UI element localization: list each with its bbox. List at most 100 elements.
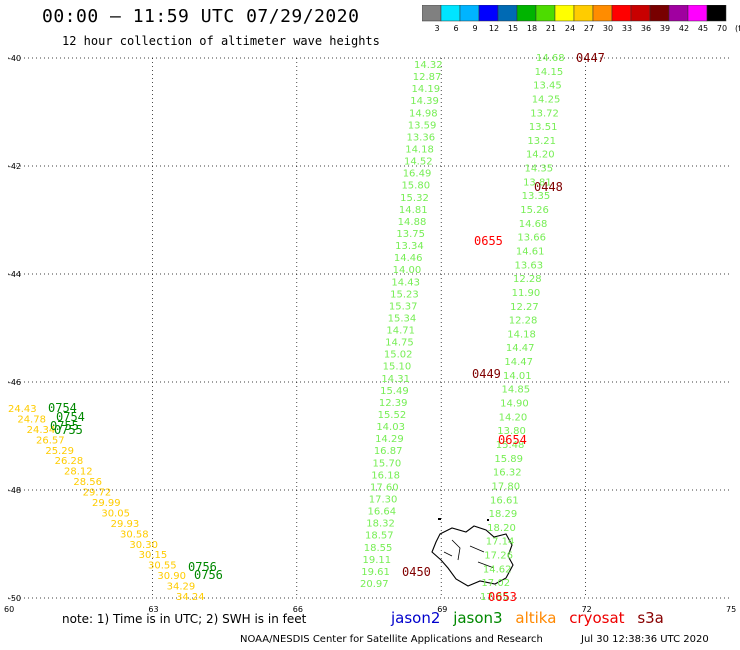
- wave-height-label: 15.10: [383, 362, 412, 373]
- wave-height-label: 14.18: [507, 329, 536, 340]
- wave-height-label: 14.35: [525, 164, 554, 175]
- legend-label: 9: [472, 24, 477, 33]
- legend-label: 42: [679, 24, 689, 33]
- wave-height-label: 14.47: [506, 343, 535, 354]
- wave-height-label: 17.30: [369, 495, 398, 506]
- wave-height-label: 14.15: [535, 67, 564, 78]
- wave-height-label: 13.35: [522, 191, 551, 202]
- wave-height-label: 16.18: [371, 470, 400, 481]
- wave-height-label: 13.59: [408, 120, 437, 131]
- lon-tick-label: 72: [582, 605, 592, 614]
- wave-height-label: 13.72: [530, 108, 559, 119]
- legend-label: 12: [489, 24, 499, 33]
- pass-time-label: 0755: [50, 419, 79, 433]
- page-title: 00:00 – 11:59 UTC 07/29/2020: [42, 6, 360, 27]
- wave-height-label: 13.81: [523, 177, 552, 188]
- satellite-legend: jason2 jason3 altika cryosat s3a: [391, 609, 672, 627]
- wave-height-label: 20.97: [360, 579, 389, 590]
- pass-time-label: 0655: [474, 234, 503, 248]
- wave-height-label: 14.62: [483, 564, 512, 575]
- wave-height-label: 13.51: [529, 122, 558, 133]
- satellite-altika: altika: [515, 609, 557, 627]
- footer-timestamp: Jul 30 12:38:36 UTC 2020: [581, 634, 709, 645]
- legend-label: 6: [453, 24, 458, 33]
- page-subtitle: 12 hour collection of altimeter wave hei…: [62, 34, 380, 48]
- legend-label: 36: [641, 24, 651, 33]
- wave-height-label: 13.45: [533, 81, 562, 92]
- wave-height-label: 12.28: [509, 316, 538, 327]
- wave-height-label: 15.52: [378, 410, 407, 421]
- wave-height-label: 14.46: [394, 253, 423, 264]
- lon-tick-label: 66: [293, 605, 303, 614]
- wave-height-label: 14.88: [398, 217, 427, 228]
- lat-tick-label: -40: [8, 54, 21, 63]
- wave-height-label: 14.98: [409, 108, 438, 119]
- wave-height-label: 14.18: [405, 144, 434, 155]
- pass-time-label: 0653: [488, 590, 517, 604]
- pass-time-label: 0756: [188, 560, 217, 574]
- island-outline: [443, 539, 495, 569]
- wave-height-label: 15.89: [494, 454, 523, 465]
- pass-time-label: 0449: [472, 367, 501, 381]
- pass-time-label: 0654: [498, 433, 527, 447]
- wave-height-label: 24.78: [17, 414, 46, 425]
- wave-height-label: 14.20: [526, 150, 555, 161]
- island-outline: [431, 525, 514, 587]
- legend-label: 3: [434, 24, 439, 33]
- wave-height-label: 14.68: [519, 219, 548, 230]
- wave-height-label: 15.80: [401, 181, 430, 192]
- wave-height-label: 14.01: [503, 371, 532, 382]
- wave-height-label: 30.58: [120, 529, 149, 540]
- wave-height-label: 24.43: [8, 404, 37, 415]
- wave-height-label: 14.71: [386, 326, 415, 337]
- wave-height-label: 14.81: [399, 205, 428, 216]
- wave-height-label: 13.36: [406, 132, 435, 143]
- wave-height-label: 19.61: [361, 567, 390, 578]
- wave-height-label: 14.75: [385, 338, 414, 349]
- wave-height-label: 34.24: [176, 592, 205, 603]
- wave-height-label: 14.39: [410, 96, 439, 107]
- wave-height-label: 14.90: [500, 399, 529, 410]
- wave-height-label: 13.66: [517, 233, 546, 244]
- legend-label: 33: [622, 24, 632, 33]
- satellite-cryosat: cryosat: [569, 609, 625, 627]
- wave-height-label: 12.87: [413, 72, 442, 83]
- wave-height-label: 14.32: [414, 60, 443, 71]
- wave-height-label: 12.39: [379, 398, 408, 409]
- wave-height-label: 16.49: [403, 169, 432, 180]
- lon-tick-label: 63: [148, 605, 158, 614]
- wave-height-label: 14.68: [536, 53, 565, 64]
- satellite-jason3: jason3: [453, 609, 503, 627]
- wave-height-label: 18.57: [365, 531, 394, 542]
- wave-height-label: 18.55: [364, 543, 393, 554]
- wave-height-label: 15.26: [520, 205, 549, 216]
- wave-height-label: 26.57: [36, 435, 65, 446]
- pass-time-label: 0448: [534, 180, 563, 194]
- pass-time-label: 0755: [54, 423, 83, 437]
- legend-label: (ft): [735, 24, 740, 33]
- lat-tick-label: -42: [8, 162, 21, 171]
- wave-height-label: 15.48: [496, 440, 525, 451]
- wave-height-label: 15.02: [384, 350, 413, 361]
- wave-height-label: 17.85: [480, 592, 509, 603]
- legend-label: 45: [698, 24, 708, 33]
- wave-height-label: 16.87: [374, 446, 403, 457]
- lat-tick-label: -44: [8, 270, 21, 279]
- island-outline: [487, 519, 489, 521]
- wave-height-label: 26.28: [55, 456, 84, 467]
- wave-height-label: 16.61: [490, 495, 519, 506]
- wave-height-label: 30.55: [148, 561, 177, 572]
- wave-height-label: 30.15: [139, 550, 168, 561]
- legend-label: 27: [584, 24, 594, 33]
- wave-height-label: 13.75: [396, 229, 425, 240]
- wave-height-label: 29.93: [111, 519, 140, 530]
- wave-height-label: 13.80: [497, 426, 526, 437]
- wave-height-label: 17.60: [370, 482, 399, 493]
- wave-height-label: 29.99: [92, 498, 121, 509]
- wave-height-label: 13.34: [395, 241, 424, 252]
- wave-height-label: 28.12: [64, 467, 93, 478]
- legend-label: 70: [717, 24, 727, 33]
- wave-height-label: 11.90: [512, 288, 541, 299]
